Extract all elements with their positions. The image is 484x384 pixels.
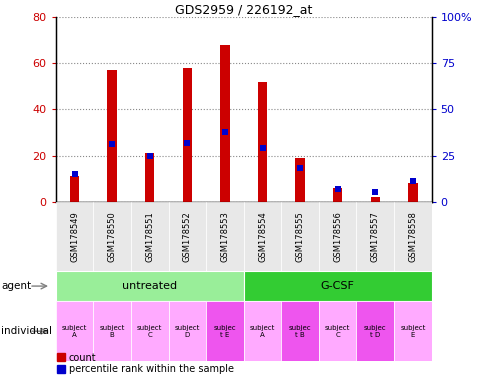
Text: subject
E: subject E <box>399 325 424 338</box>
FancyBboxPatch shape <box>356 202 393 271</box>
FancyBboxPatch shape <box>393 301 431 361</box>
Text: subjec
t B: subjec t B <box>288 325 311 338</box>
FancyBboxPatch shape <box>168 202 206 271</box>
Bar <box>145 153 154 202</box>
FancyBboxPatch shape <box>318 202 356 271</box>
FancyBboxPatch shape <box>356 301 393 361</box>
FancyBboxPatch shape <box>93 301 131 361</box>
FancyBboxPatch shape <box>281 202 318 271</box>
Text: subject
A: subject A <box>249 325 274 338</box>
FancyBboxPatch shape <box>393 202 431 271</box>
Text: subject
C: subject C <box>324 325 349 338</box>
Legend: count, percentile rank within the sample: count, percentile rank within the sample <box>53 349 237 378</box>
Text: GSM178551: GSM178551 <box>145 211 154 262</box>
Bar <box>408 183 417 202</box>
FancyBboxPatch shape <box>243 202 281 271</box>
FancyBboxPatch shape <box>56 271 243 301</box>
Text: GSM178556: GSM178556 <box>333 211 342 262</box>
Text: GSM178554: GSM178554 <box>257 211 267 262</box>
FancyBboxPatch shape <box>93 202 131 271</box>
Text: subject
D: subject D <box>174 325 199 338</box>
Text: subjec
t D: subjec t D <box>363 325 386 338</box>
FancyBboxPatch shape <box>281 301 318 361</box>
FancyBboxPatch shape <box>56 202 93 271</box>
FancyBboxPatch shape <box>206 202 243 271</box>
FancyBboxPatch shape <box>243 271 431 301</box>
FancyBboxPatch shape <box>131 301 168 361</box>
Text: agent: agent <box>1 281 31 291</box>
Bar <box>107 70 117 202</box>
Text: individual: individual <box>1 326 52 336</box>
Text: GSM178550: GSM178550 <box>107 211 117 262</box>
Bar <box>370 197 379 202</box>
Text: GSM178549: GSM178549 <box>70 211 79 262</box>
Text: G-CSF: G-CSF <box>320 281 354 291</box>
FancyBboxPatch shape <box>206 301 243 361</box>
Text: subjec
t E: subjec t E <box>213 325 236 338</box>
Bar <box>333 188 342 202</box>
FancyBboxPatch shape <box>131 202 168 271</box>
Text: untreated: untreated <box>122 281 177 291</box>
Text: subject
C: subject C <box>137 325 162 338</box>
FancyBboxPatch shape <box>168 301 206 361</box>
FancyBboxPatch shape <box>318 301 356 361</box>
Text: subject
A: subject A <box>62 325 87 338</box>
Bar <box>257 82 267 202</box>
FancyBboxPatch shape <box>56 301 93 361</box>
Text: GSM178555: GSM178555 <box>295 211 304 262</box>
Title: GDS2959 / 226192_at: GDS2959 / 226192_at <box>175 3 312 16</box>
Bar <box>182 68 192 202</box>
Bar <box>70 176 79 202</box>
Text: GSM178553: GSM178553 <box>220 211 229 262</box>
Text: GSM178557: GSM178557 <box>370 211 379 262</box>
Text: GSM178552: GSM178552 <box>182 211 192 262</box>
Text: subject
B: subject B <box>99 325 124 338</box>
Bar <box>220 45 229 202</box>
FancyBboxPatch shape <box>243 301 281 361</box>
Text: GSM178558: GSM178558 <box>408 211 417 262</box>
Bar <box>295 158 304 202</box>
